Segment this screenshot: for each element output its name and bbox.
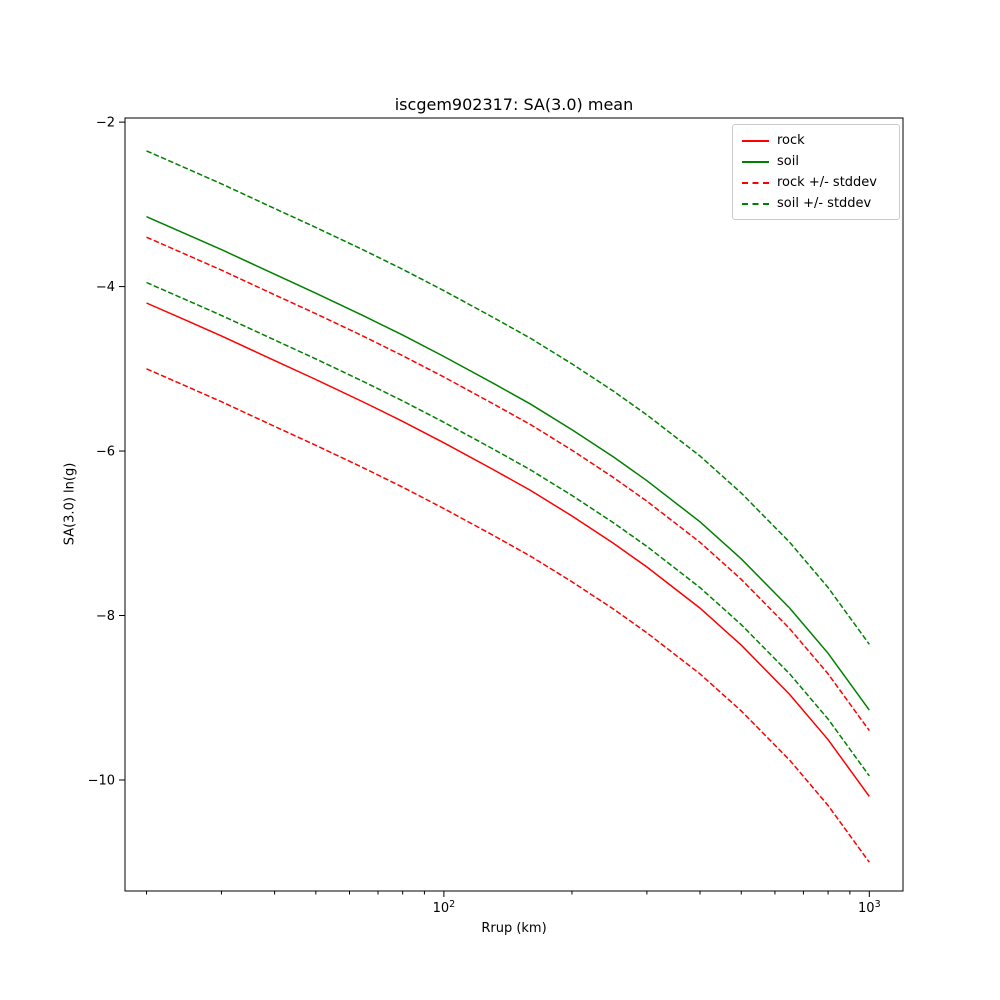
- legend-item-soil-stddev: soil +/- stddev: [742, 193, 890, 214]
- axes-box: [124, 117, 904, 892]
- y-tick-label: −8: [96, 609, 115, 624]
- chart-title: iscgem902317: SA(3.0) mean: [394, 95, 634, 114]
- ticks: [119, 121, 870, 897]
- line-soil: [146, 216, 870, 711]
- x-tick-label: 102: [433, 899, 456, 916]
- x-tick-label: 103: [858, 899, 881, 916]
- line-soil-stddev-upper: [146, 150, 870, 645]
- y-tick-label: −6: [96, 445, 115, 460]
- legend-line-soil: [742, 160, 769, 163]
- curves: [146, 150, 870, 863]
- legend-label-rock-stddev: rock +/- stddev: [777, 175, 877, 190]
- x-axis-label: Rrup (km): [481, 921, 547, 936]
- legend-item-rock-stddev: rock +/- stddev: [742, 172, 890, 193]
- legend-item-soil: soil: [742, 151, 890, 172]
- legend-line-rock: [742, 139, 769, 142]
- y-tick-label: −2: [96, 116, 115, 131]
- legend: rock soil rock +/- stddev soil +/- stdde…: [732, 124, 900, 220]
- legend-line-rock-stddev: [742, 181, 769, 184]
- legend-label-soil: soil: [777, 154, 799, 169]
- y-tick-label: −10: [88, 773, 115, 788]
- legend-label-rock: rock: [777, 133, 805, 148]
- line-soil-stddev-lower: [146, 281, 870, 777]
- y-tick-label: −4: [96, 280, 115, 295]
- line-rock-stddev-lower: [146, 368, 870, 863]
- y-axis-label: SA(3.0) ln(g): [62, 462, 78, 546]
- legend-label-soil-stddev: soil +/- stddev: [777, 196, 872, 211]
- legend-item-rock: rock: [742, 130, 890, 151]
- line-rock: [146, 302, 870, 797]
- legend-line-soil-stddev: [742, 202, 769, 205]
- line-rock-stddev-upper: [146, 236, 870, 732]
